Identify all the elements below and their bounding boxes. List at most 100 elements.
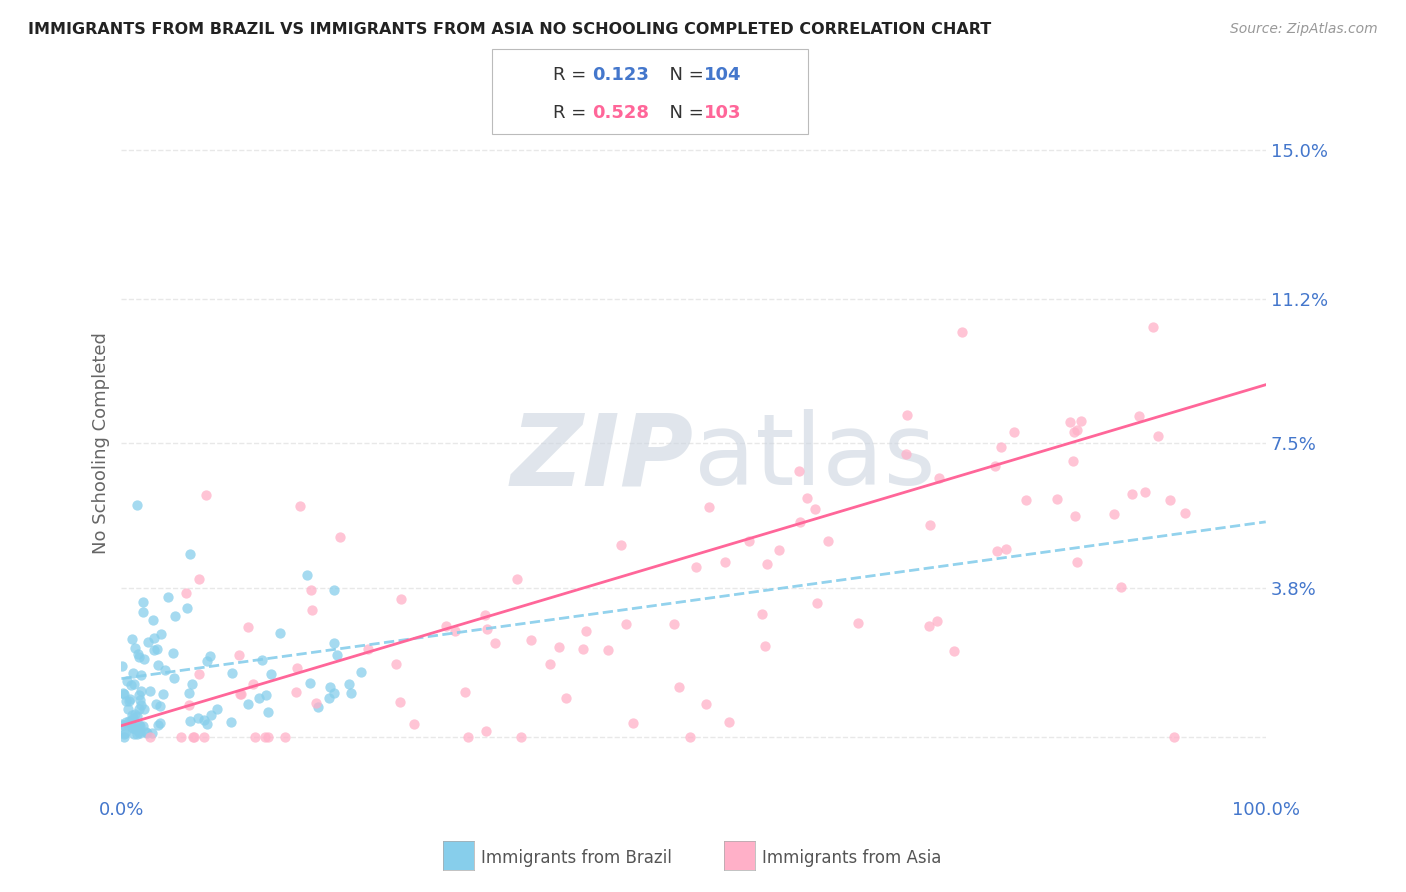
Point <box>118 693 141 707</box>
Text: 0.123: 0.123 <box>592 66 648 84</box>
Point <box>1163 731 1185 745</box>
Text: N =: N = <box>658 66 710 84</box>
Point <box>179 686 201 700</box>
Point <box>285 661 308 675</box>
Point <box>385 657 408 671</box>
Point <box>1142 319 1164 334</box>
Point <box>288 499 311 513</box>
Point <box>207 702 229 716</box>
Text: 0.528: 0.528 <box>592 103 650 121</box>
Text: Immigrants from Asia: Immigrants from Asia <box>762 849 942 867</box>
Point <box>1059 415 1081 429</box>
Point <box>918 618 941 632</box>
Text: IMMIGRANTS FROM BRAZIL VS IMMIGRANTS FROM ASIA NO SCHOOLING COMPLETED CORRELATIO: IMMIGRANTS FROM BRAZIL VS IMMIGRANTS FRO… <box>28 22 991 37</box>
Point <box>298 676 321 690</box>
Point <box>925 614 948 628</box>
Point <box>219 715 242 730</box>
Point <box>695 698 717 712</box>
Point <box>181 677 204 691</box>
Point <box>221 665 243 680</box>
Point <box>117 717 139 731</box>
Point <box>538 657 561 671</box>
Point <box>699 500 721 515</box>
Point <box>149 698 172 713</box>
Point <box>141 726 163 740</box>
Point <box>357 641 380 656</box>
Point <box>162 646 184 660</box>
Point <box>319 680 342 694</box>
Point <box>506 572 529 586</box>
Text: R =: R = <box>553 103 592 121</box>
Point <box>1064 508 1087 523</box>
Point <box>253 731 276 745</box>
Point <box>150 626 173 640</box>
Point <box>121 721 143 735</box>
Point <box>1066 555 1088 569</box>
Point <box>139 731 162 745</box>
Point <box>787 464 810 478</box>
Point <box>305 697 328 711</box>
Point <box>124 707 146 722</box>
Point <box>179 698 201 712</box>
Point <box>132 702 155 716</box>
Point <box>274 731 297 745</box>
Point <box>128 724 150 739</box>
Point <box>846 615 869 630</box>
Point <box>128 726 150 740</box>
Point <box>112 687 135 701</box>
Point <box>943 644 966 658</box>
Point <box>1121 487 1143 501</box>
Point <box>195 717 218 731</box>
Point <box>128 688 150 702</box>
Point <box>229 687 252 701</box>
Point <box>165 609 187 624</box>
Point <box>434 619 457 633</box>
Point <box>124 640 146 655</box>
Point <box>994 542 1017 557</box>
Point <box>114 694 136 708</box>
Point <box>117 702 139 716</box>
Point <box>200 708 222 723</box>
Point <box>127 722 149 736</box>
Point <box>484 635 506 649</box>
Point <box>596 643 619 657</box>
Point <box>228 648 250 662</box>
Point <box>804 501 827 516</box>
Point <box>796 491 818 506</box>
Point <box>768 543 790 558</box>
Point <box>817 533 839 548</box>
Point <box>323 686 346 700</box>
Point <box>236 697 259 711</box>
Point <box>738 533 761 548</box>
Point <box>679 731 702 745</box>
Point <box>127 709 149 723</box>
Point <box>548 640 571 655</box>
Point <box>112 730 135 744</box>
Point <box>250 652 273 666</box>
Point <box>124 677 146 691</box>
Point <box>301 603 323 617</box>
Point <box>127 647 149 661</box>
Point <box>143 643 166 657</box>
Point <box>128 717 150 731</box>
Point <box>145 697 167 711</box>
Point <box>1102 507 1125 521</box>
Point <box>990 441 1012 455</box>
Point <box>243 731 266 745</box>
Text: Source: ZipAtlas.com: Source: ZipAtlas.com <box>1230 22 1378 37</box>
Point <box>125 727 148 741</box>
Point <box>555 691 578 706</box>
Point <box>139 684 162 698</box>
Point <box>894 447 917 461</box>
Point <box>131 698 153 713</box>
Point <box>614 617 637 632</box>
Point <box>110 717 132 731</box>
Point <box>402 716 425 731</box>
Point <box>242 676 264 690</box>
Point <box>260 667 283 681</box>
Point <box>285 685 308 699</box>
Point <box>114 726 136 740</box>
Point <box>337 676 360 690</box>
Point <box>307 700 329 714</box>
Point <box>928 471 950 485</box>
